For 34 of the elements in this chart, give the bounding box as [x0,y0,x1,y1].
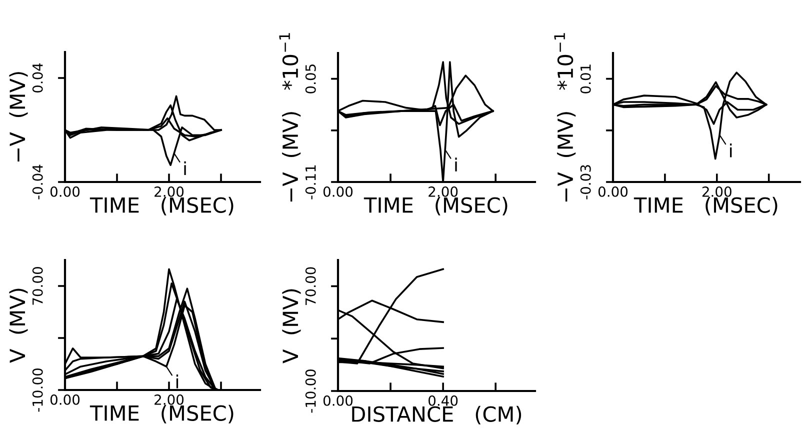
annotation: i [176,374,178,388]
x-tick-label: 0.00 [598,186,628,197]
y-axis-title: −V (MV) *10$^{−1}$ [554,33,576,202]
y-tick-label: 70.00 [305,267,316,305]
x-tick-label: 0.00 [50,394,80,405]
x-tick-label: 0.00 [50,186,80,197]
x-tick-label: 2.00 [428,186,458,197]
annotation: i [455,158,457,172]
y-tick-label: -0.11 [305,165,316,200]
x-tick-label: 0.00 [323,395,353,406]
y-tick-label: -10.00 [305,370,316,413]
x-axis-title: DISTANCE (CM) [352,406,522,424]
x-tick-label: 0.00 [323,186,353,197]
y-tick-label: -0.03 [580,165,591,200]
x-axis-title: TIME (MSEC) [90,196,234,216]
y-axis-title: V (MV) [9,288,28,363]
x-axis-title: TIME (MSEC) [364,196,508,216]
annotation: i [730,143,732,158]
x-tick-label: 2.00 [702,186,732,197]
y-tick-label: 0.05 [305,64,316,94]
y-tick-label: 70.00 [32,267,43,305]
y-tick-label: -0.04 [32,164,43,200]
x-axis-title: TIME (MSEC) [90,404,234,424]
y-axis-title: −V (MV) *10$^{−1}$ [279,33,301,202]
y-tick-label: 0.01 [580,64,591,94]
x-tick-label: 0.40 [428,395,458,406]
y-tick-label: 0.04 [32,63,43,93]
y-axis-title: −V (MV) [9,72,28,162]
x-tick-label: 2.00 [154,394,184,405]
y-tick-label: -10.00 [32,368,43,412]
x-axis-title: TIME (MSEC) [634,196,778,216]
annotation: i [184,161,186,176]
y-axis-title: V (MV) [282,289,301,364]
x-tick-label: 2.00 [154,186,184,197]
